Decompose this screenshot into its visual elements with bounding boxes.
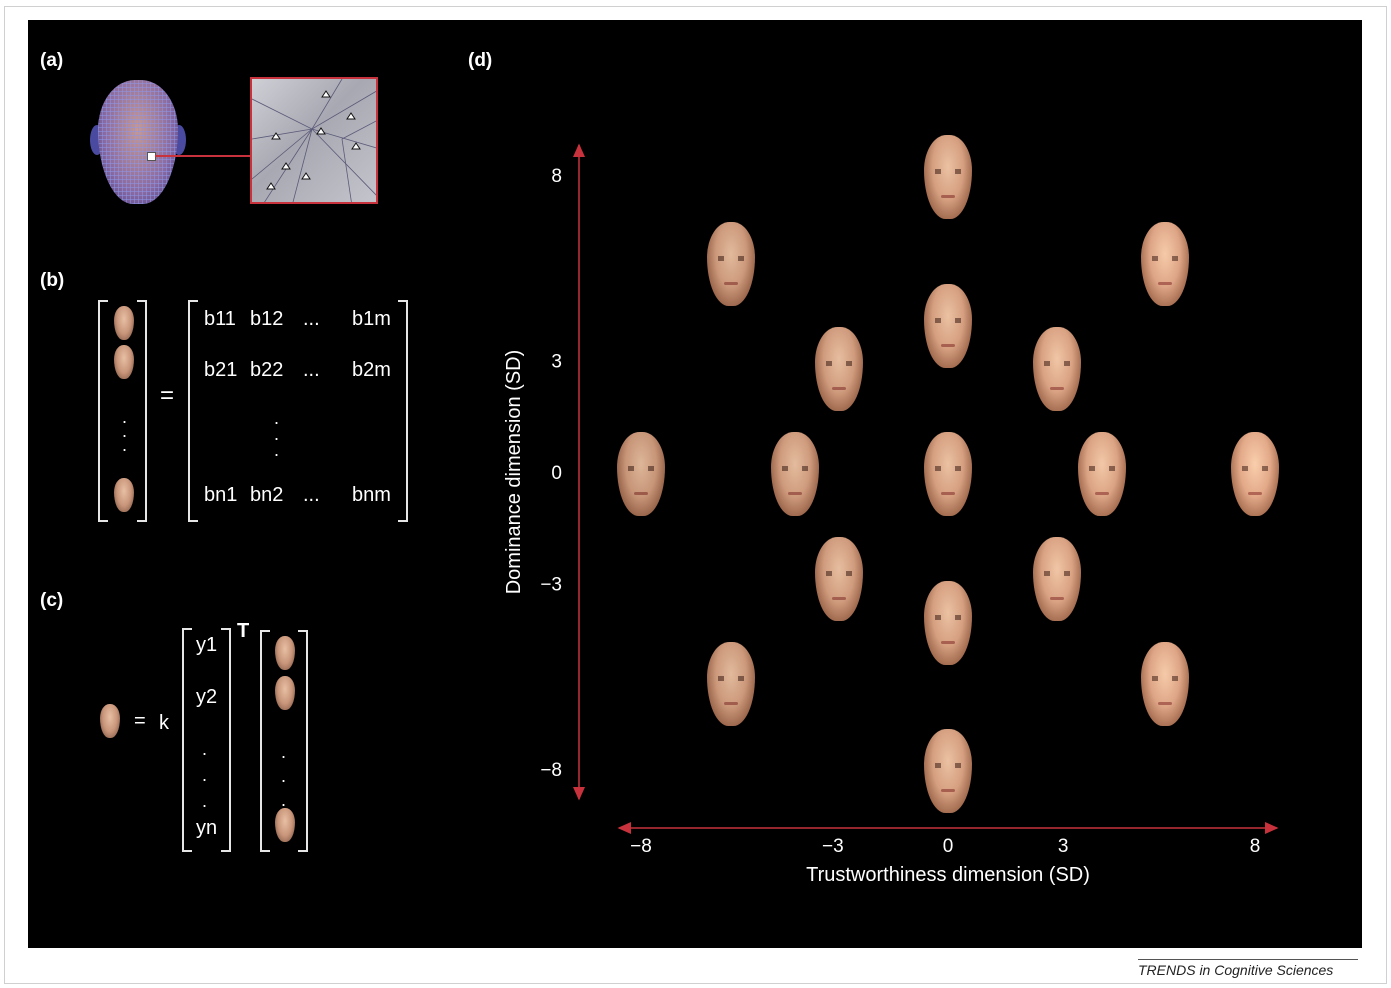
c-face-n: [275, 808, 295, 842]
y-tick-label: −8: [540, 760, 562, 781]
panel-label-a: (a): [40, 50, 64, 71]
y-tick-label: 0: [551, 463, 562, 484]
b-cell: ...: [303, 308, 320, 330]
face-point: [1141, 642, 1190, 727]
face-point: [924, 580, 972, 665]
x-axis-title: Trustworthiness dimension (SD): [806, 864, 1090, 886]
b-face-2: [114, 345, 134, 379]
b-face-bracket-left: [98, 300, 108, 522]
b-cell: b12: [250, 308, 284, 330]
mesh-vector-field: [252, 79, 376, 202]
b-cell: b11: [204, 308, 236, 330]
b-matrix-bracket-right: [398, 300, 408, 522]
b-cell: b21: [204, 359, 238, 381]
b-face-1: [114, 306, 134, 340]
face-point: [1077, 432, 1126, 516]
face-point: [706, 642, 755, 727]
x-tick-label: 3: [1058, 836, 1069, 857]
b-cell: ...: [303, 359, 320, 381]
mesh-face: [98, 80, 178, 204]
b-face-n: [114, 478, 134, 512]
x-tick-label: 8: [1250, 836, 1261, 857]
c-transpose: T: [237, 620, 250, 642]
c-vector-item: y2: [196, 686, 218, 708]
footer-journal-name: TRENDS in Cognitive Sciences: [1138, 962, 1334, 978]
b-cell: ...: [303, 484, 320, 506]
b-equals: =: [160, 382, 175, 409]
c-vector-bracket-left: [182, 628, 192, 852]
c-face-2: [275, 676, 295, 710]
face-point: [706, 221, 755, 306]
face-point: [1032, 326, 1081, 411]
face-point: [924, 432, 972, 516]
b-matrix-bracket-left: [188, 300, 198, 522]
c-face-1: [275, 636, 295, 670]
figure-panel: (a) (b) (c) (d) ... =: [28, 20, 1362, 948]
c-k: k: [159, 712, 169, 734]
y-axis-title: Dominance dimension (SD): [503, 350, 525, 595]
panel-label-d: (d): [468, 50, 493, 71]
x-tick-label: −3: [822, 836, 844, 857]
c-face-ellipsis: ...: [281, 742, 287, 810]
panel-label-c: (c): [40, 590, 64, 611]
face-point: [770, 432, 819, 516]
y-tick-label: 3: [551, 352, 562, 373]
face-point: [924, 729, 972, 813]
y-tick-label: −3: [540, 574, 562, 595]
face-point: [1032, 537, 1081, 622]
c-vector-item: y1: [196, 634, 218, 656]
b-cell: b2m: [352, 359, 391, 381]
zoom-connector-line: [155, 155, 251, 157]
x-tick-label: −8: [630, 836, 652, 857]
c-face-bracket-right: [298, 630, 308, 852]
face-point: [617, 432, 665, 516]
c-equals: =: [134, 710, 146, 732]
c-vector-item: yn: [196, 817, 218, 839]
c-output-face: [100, 704, 120, 738]
b-matrix-ellipsis: ...: [274, 408, 280, 460]
face-point: [924, 283, 972, 368]
c-face-bracket-left: [260, 630, 270, 852]
b-face-ellipsis: ...: [122, 407, 128, 455]
b-cell: bn1: [204, 484, 238, 506]
x-tick-label: 0: [943, 836, 954, 857]
b-cell: bn2: [250, 484, 284, 506]
face-point: [815, 537, 864, 622]
face-point: [1141, 221, 1190, 306]
footer-rule: [1138, 959, 1358, 960]
face-point: [924, 135, 972, 219]
face-point: [815, 326, 864, 411]
panel-label-b: (b): [40, 270, 65, 291]
y-tick-label: 8: [551, 166, 562, 187]
mesh-zoom-inset: [250, 77, 378, 204]
b-cell: b22: [250, 359, 284, 381]
b-face-bracket-right: [137, 300, 147, 522]
b-cell: b1m: [352, 308, 391, 330]
b-cell: bnm: [352, 484, 391, 506]
c-vector-ellipsis: ...: [202, 739, 208, 811]
face-point: [1231, 432, 1279, 516]
c-vector-bracket-right: [221, 628, 231, 852]
face-space-chart: −8 −3 0 3 8 8 3 0 −3 −8 Trustworthiness dimension …: [503, 143, 1279, 886]
